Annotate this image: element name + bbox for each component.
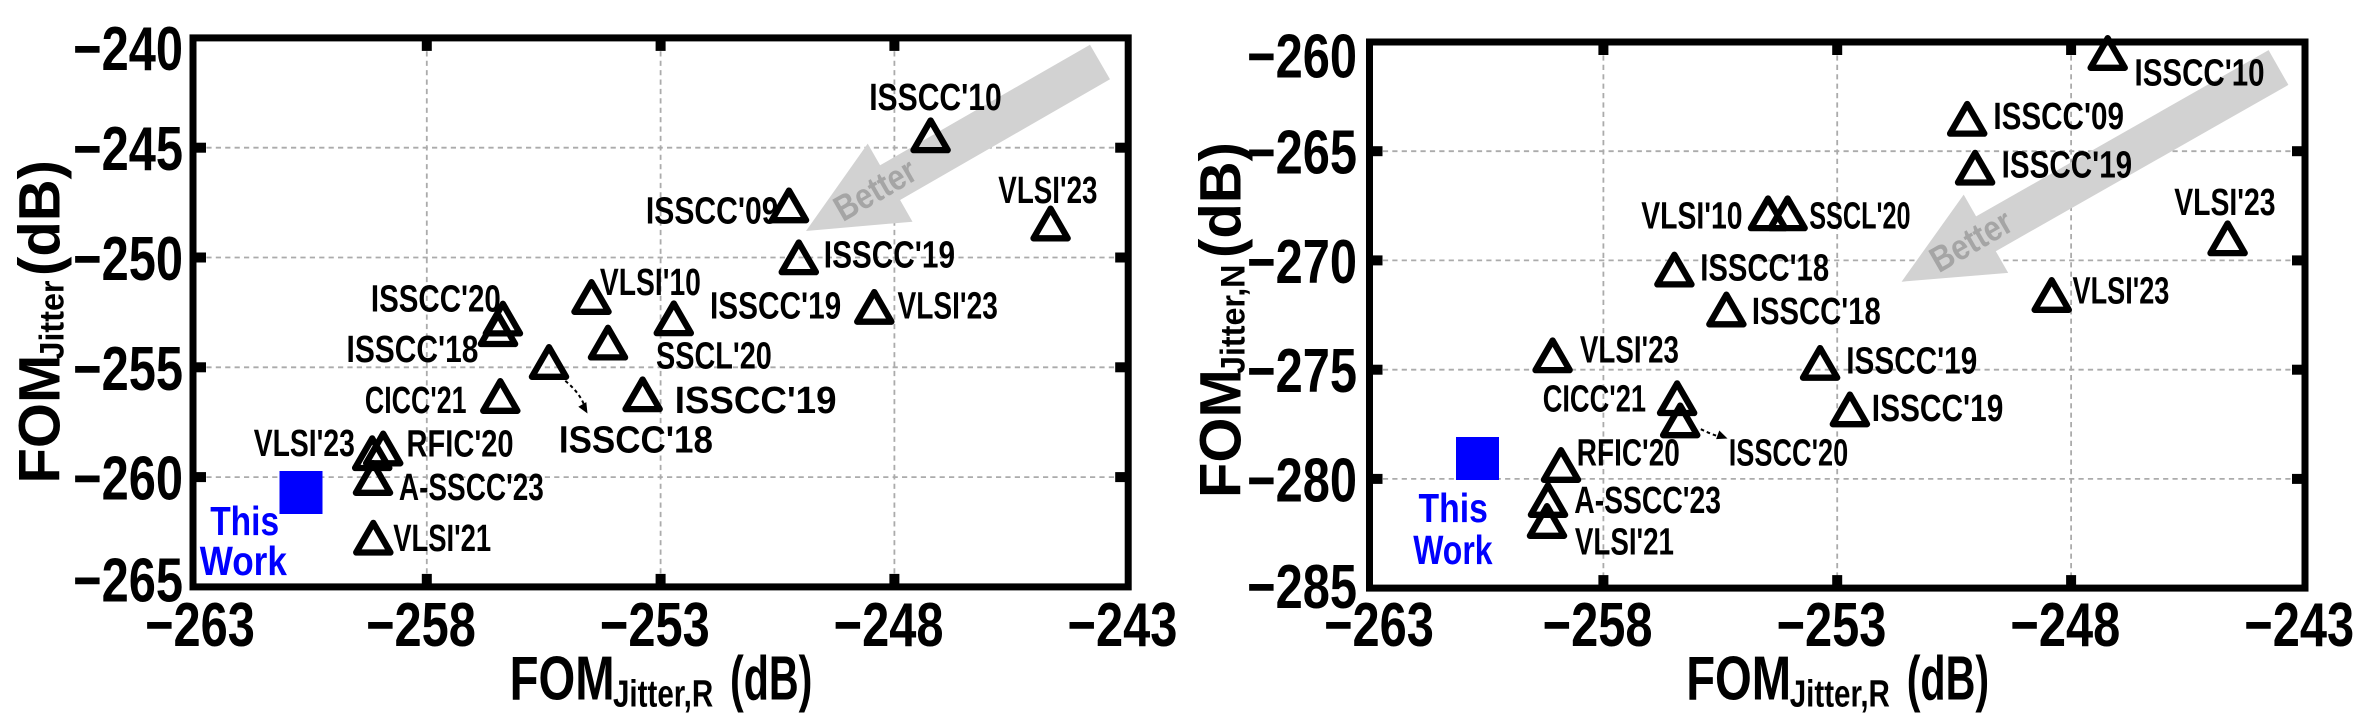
svg-text:VLSI'10: VLSI'10: [600, 262, 701, 304]
svg-text:(dB): (dB): [8, 160, 73, 276]
svg-text:ISSCC'19: ISSCC'19: [1846, 340, 1977, 382]
svg-text:ISSCC'19: ISSCC'19: [824, 234, 955, 276]
svg-text:−285: −285: [1247, 553, 1357, 622]
svg-text:−265: −265: [1247, 118, 1357, 187]
svg-text:ISSCC'19: ISSCC'19: [675, 378, 837, 421]
svg-text:VLSI'23: VLSI'23: [2174, 182, 2275, 224]
svg-text:−260: −260: [1247, 22, 1357, 91]
svg-text:−245: −245: [73, 115, 183, 184]
svg-text:Jitter,R: Jitter,R: [613, 673, 713, 715]
svg-text:Jitter: Jitter: [34, 280, 72, 359]
svg-text:−280: −280: [1247, 446, 1357, 515]
svg-text:ISSCC'10: ISSCC'10: [869, 77, 1002, 119]
svg-text:−243: −243: [2244, 590, 2353, 659]
svg-text:Jitter,N: Jitter,N: [1215, 265, 1253, 374]
svg-text:−258: −258: [366, 590, 476, 659]
svg-text:SSCL'20: SSCL'20: [1809, 194, 1910, 236]
svg-text:−248: −248: [2010, 590, 2120, 659]
svg-text:Work: Work: [1413, 527, 1493, 573]
svg-text:ISSCC'20: ISSCC'20: [1729, 431, 1848, 474]
svg-text:(dB): (dB): [1907, 644, 1989, 713]
svg-text:ISSCC'20: ISSCC'20: [371, 278, 501, 320]
svg-text:(dB): (dB): [730, 644, 812, 713]
svg-text:ISSCC'19: ISSCC'19: [1872, 388, 2004, 430]
svg-text:ISSCC'18: ISSCC'18: [1752, 291, 1881, 334]
svg-text:VLSI'21: VLSI'21: [1575, 521, 1674, 563]
svg-text:Work: Work: [200, 539, 288, 585]
svg-text:−260: −260: [73, 444, 183, 513]
svg-text:SSCL'20: SSCL'20: [656, 335, 772, 378]
svg-text:ISSCC'19: ISSCC'19: [710, 285, 841, 327]
svg-text:RFIC'20: RFIC'20: [407, 423, 514, 466]
svg-text:This: This: [210, 498, 279, 544]
svg-text:(dB): (dB): [1189, 142, 1254, 258]
svg-text:VLSI'23: VLSI'23: [998, 170, 1097, 212]
svg-text:−243: −243: [1067, 590, 1177, 659]
svg-text:VLSI'23: VLSI'23: [898, 286, 998, 328]
svg-text:VLSI'10: VLSI'10: [1641, 196, 1742, 238]
svg-text:−253: −253: [1777, 590, 1887, 659]
svg-text:−263: −263: [1324, 590, 1434, 659]
svg-text:VLSI'23: VLSI'23: [254, 423, 355, 465]
svg-text:ISSCC'18: ISSCC'18: [1700, 247, 1829, 290]
svg-text:−248: −248: [834, 590, 944, 659]
svg-text:−270: −270: [1247, 227, 1357, 296]
svg-text:CICC'21: CICC'21: [365, 378, 467, 421]
svg-text:−263: −263: [145, 590, 255, 659]
svg-text:−250: −250: [73, 224, 183, 293]
svg-text:ISSCC'18: ISSCC'18: [559, 418, 713, 461]
svg-text:ISSCC'09: ISSCC'09: [646, 190, 779, 232]
svg-text:Jitter,R: Jitter,R: [1790, 673, 1890, 715]
svg-text:This: This: [1419, 485, 1488, 531]
svg-text:ISSCC'19: ISSCC'19: [2002, 144, 2133, 186]
svg-text:A-SSCC'23: A-SSCC'23: [399, 467, 544, 509]
svg-text:FOM: FOM: [1686, 643, 1791, 713]
svg-text:ISSCC'10: ISSCC'10: [2135, 52, 2265, 94]
svg-text:CICC'21: CICC'21: [1543, 378, 1646, 421]
svg-text:ISSCC'09: ISSCC'09: [1993, 95, 2124, 137]
svg-text:A-SSCC'23: A-SSCC'23: [1574, 480, 1721, 522]
svg-text:−255: −255: [73, 334, 183, 403]
svg-text:ISSCC'18: ISSCC'18: [347, 329, 479, 371]
svg-text:VLSI'23: VLSI'23: [1580, 329, 1679, 371]
svg-text:FOM: FOM: [510, 643, 615, 713]
svg-text:−253: −253: [600, 590, 710, 659]
svg-text:RFIC'20: RFIC'20: [1577, 432, 1680, 474]
svg-text:FOM: FOM: [8, 355, 73, 484]
svg-text:VLSI'23: VLSI'23: [2073, 269, 2170, 312]
svg-text:FOM: FOM: [1189, 369, 1254, 498]
svg-text:−265: −265: [73, 546, 183, 615]
svg-text:−240: −240: [73, 15, 183, 84]
svg-text:VLSI'21: VLSI'21: [393, 518, 491, 560]
svg-text:−258: −258: [1543, 590, 1653, 659]
svg-text:−275: −275: [1247, 337, 1357, 406]
